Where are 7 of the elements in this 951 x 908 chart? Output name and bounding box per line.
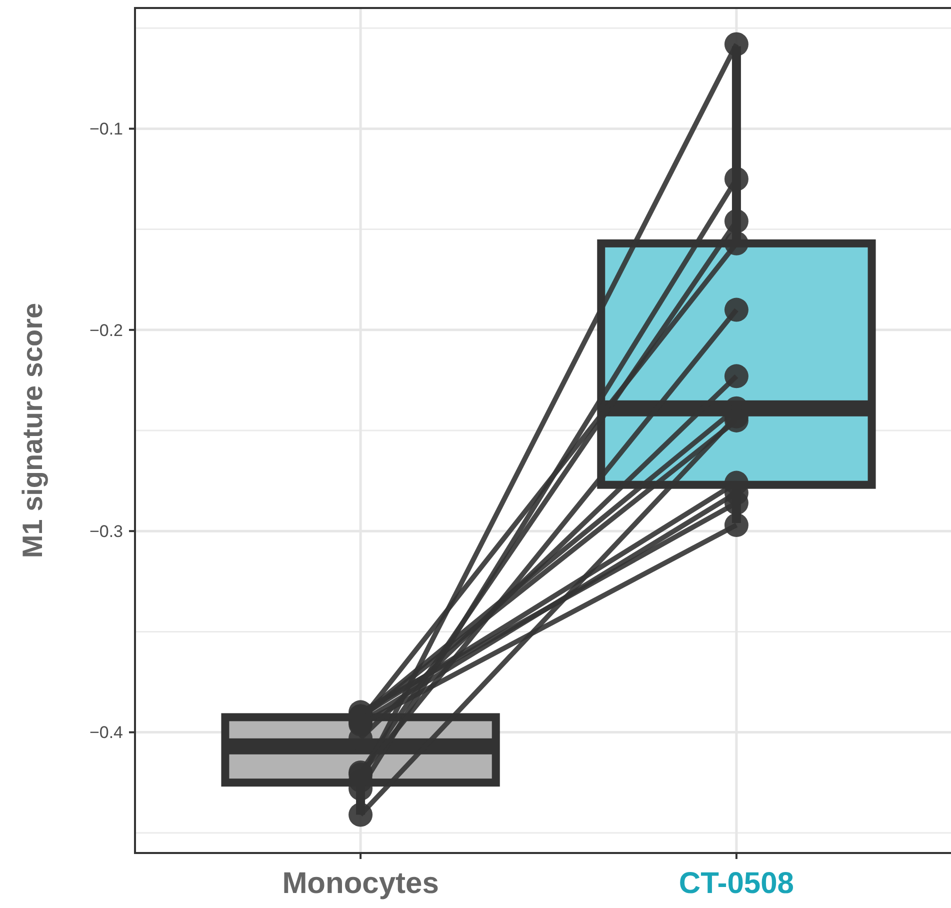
y-tick-label: −0.1 [89,120,123,139]
y-tick-label: −0.3 [89,522,123,542]
y-tick-label: −0.2 [89,320,123,340]
y-tick-label: −0.4 [89,723,123,742]
x-tick-label: CT-0508 [678,867,794,900]
y-axis-title: M1 signature score [17,302,48,558]
x-tick-label: Monocytes [282,867,439,900]
